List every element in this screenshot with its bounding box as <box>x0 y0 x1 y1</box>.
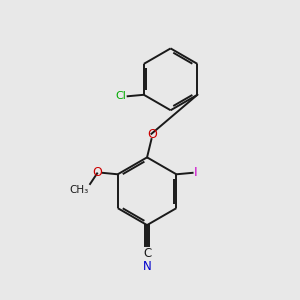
Text: C: C <box>143 247 151 260</box>
Text: O: O <box>92 166 102 179</box>
Text: O: O <box>147 128 157 141</box>
Text: I: I <box>194 166 197 179</box>
Text: N: N <box>143 260 152 273</box>
Text: Cl: Cl <box>115 91 126 101</box>
Text: CH₃: CH₃ <box>70 185 89 195</box>
